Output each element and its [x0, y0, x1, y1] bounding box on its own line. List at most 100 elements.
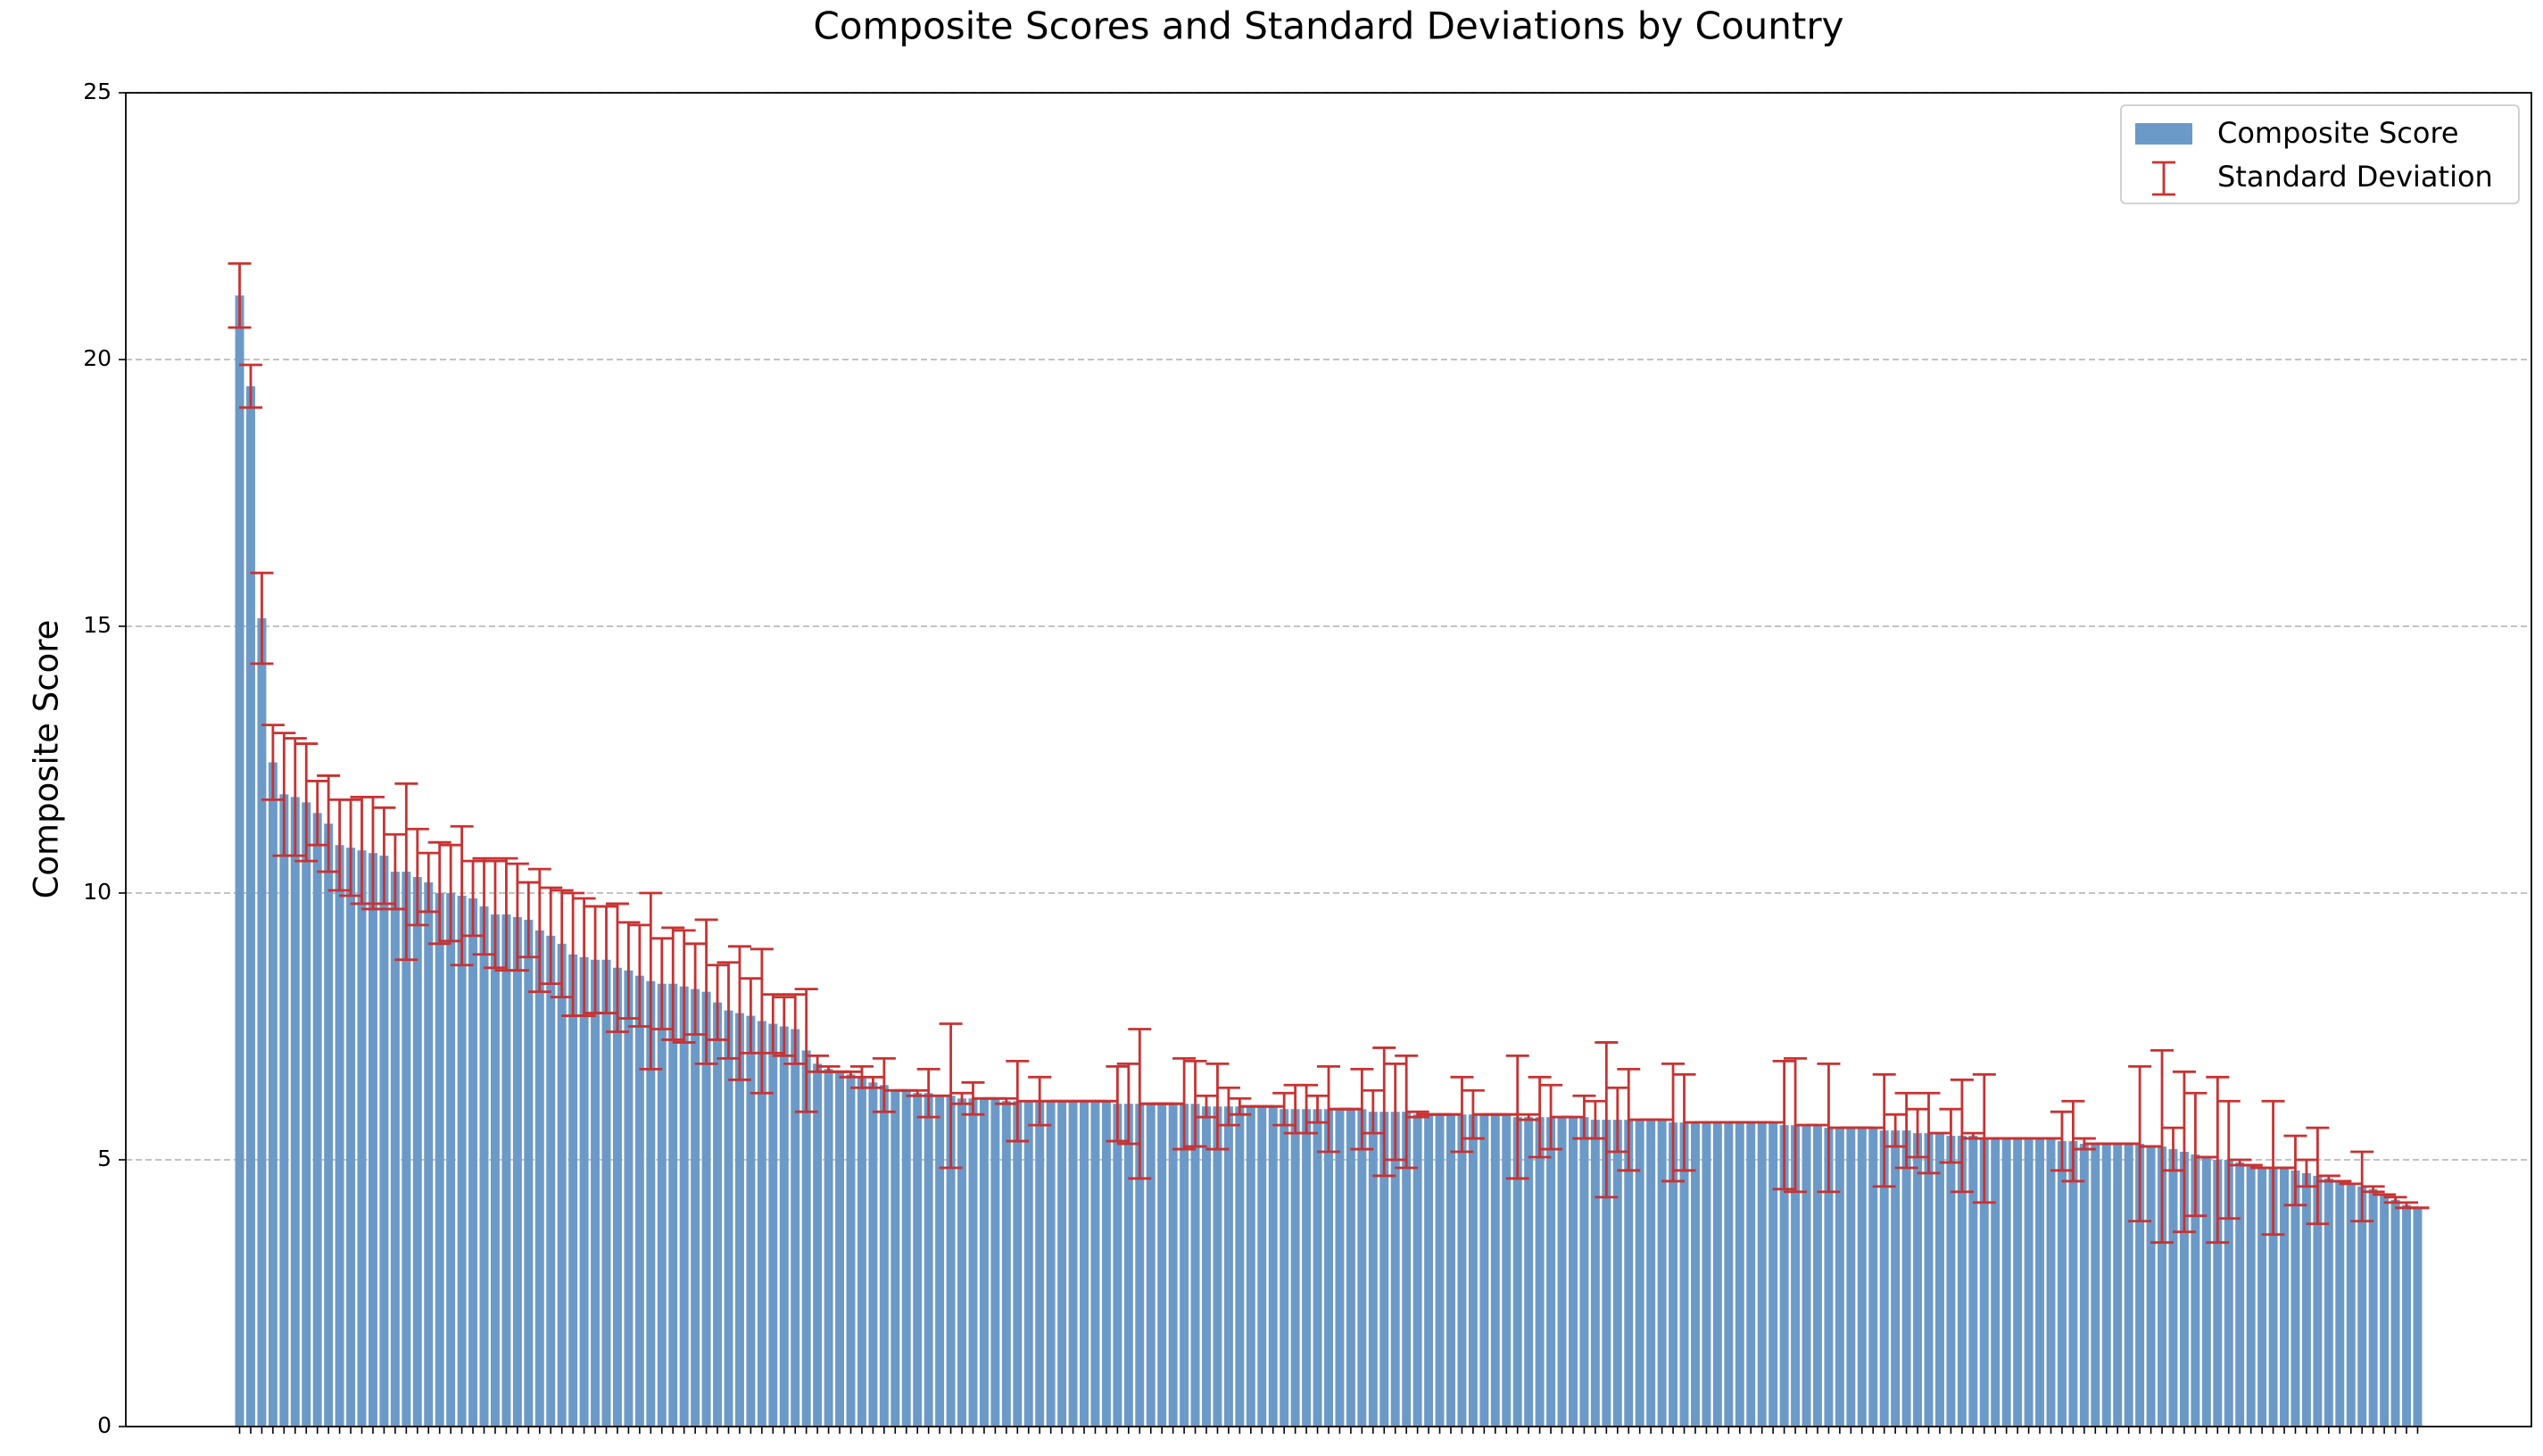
bar: [2213, 1160, 2223, 1427]
bar: [890, 1090, 900, 1427]
bar: [1991, 1138, 2000, 1427]
bar: [2235, 1162, 2245, 1427]
bar: [2313, 1175, 2323, 1427]
bar: [1457, 1114, 1467, 1427]
bar: [1757, 1122, 1767, 1427]
bar: [1090, 1101, 1100, 1427]
bar: [2413, 1207, 2423, 1427]
bar: [235, 295, 244, 1427]
bar: [935, 1096, 945, 1427]
bar: [657, 983, 667, 1427]
bar: [1290, 1109, 1300, 1427]
bar: [446, 893, 456, 1427]
bar: [279, 794, 289, 1427]
bar: [1724, 1122, 1734, 1427]
bar: [1535, 1117, 1545, 1427]
bar: [1968, 1136, 1978, 1427]
bar: [2323, 1178, 2333, 1427]
bar: [868, 1082, 878, 1427]
bar: [1913, 1133, 1923, 1427]
bar: [913, 1093, 923, 1427]
bar: [2290, 1170, 2300, 1427]
bar: [2158, 1146, 2167, 1427]
bar: [424, 882, 434, 1427]
bar: [1101, 1101, 1111, 1427]
bar: [357, 850, 367, 1427]
bar: [1812, 1125, 1822, 1427]
bar: [1280, 1109, 1289, 1427]
bar: [835, 1071, 845, 1427]
bar: [801, 1050, 811, 1427]
bar: [2091, 1144, 2100, 1427]
bar: [501, 914, 511, 1427]
bar: [1590, 1120, 1600, 1427]
bar: [335, 845, 344, 1427]
bar: [1479, 1114, 1489, 1427]
y-tick-label: 0: [97, 1412, 112, 1438]
bar: [2224, 1160, 2233, 1427]
bar: [2135, 1144, 2145, 1427]
bar: [1412, 1114, 1422, 1427]
bar: [1579, 1117, 1589, 1427]
bar: [2390, 1199, 2400, 1427]
bar: [1257, 1106, 1267, 1427]
bar: [979, 1098, 989, 1427]
bar: [713, 1002, 723, 1427]
legend-label: Standard Deviation: [2217, 160, 2493, 194]
y-tick-label: 10: [83, 879, 112, 905]
bar: [302, 802, 311, 1427]
bar: [368, 853, 377, 1427]
bar: [2346, 1183, 2356, 1427]
bar: [1080, 1101, 1089, 1427]
bar: [879, 1085, 889, 1427]
bar: [534, 930, 544, 1427]
bar: [1891, 1130, 1901, 1427]
bar: [1335, 1109, 1345, 1427]
bar: [946, 1096, 956, 1427]
bar: [2357, 1186, 2367, 1427]
bar: [2113, 1144, 2123, 1427]
bar: [824, 1069, 833, 1427]
bar: [268, 762, 277, 1427]
bar: [1001, 1101, 1011, 1427]
bar: [1213, 1106, 1222, 1427]
bar: [1769, 1122, 1778, 1427]
bar: [2168, 1149, 2178, 1427]
bar: [1868, 1128, 1878, 1427]
bar: [624, 970, 634, 1427]
bar: [1946, 1136, 1956, 1427]
bar: [1146, 1104, 1156, 1427]
bar: [724, 1010, 733, 1427]
bar: [2057, 1141, 2067, 1427]
bar: [1157, 1104, 1167, 1427]
bar: [768, 1023, 778, 1427]
bar: [479, 906, 489, 1427]
bar: [857, 1077, 866, 1427]
bar: [1180, 1104, 1189, 1427]
legend-swatch: [2135, 123, 2192, 145]
bar: [746, 1015, 756, 1427]
bar: [601, 959, 611, 1427]
bar: [1879, 1130, 1889, 1427]
bar: [245, 385, 255, 1427]
bar: [1524, 1117, 1534, 1427]
bar: [1746, 1122, 1756, 1427]
bar: [1123, 1104, 1133, 1427]
bar: [1424, 1114, 1434, 1427]
bar: [1546, 1117, 1556, 1427]
bar: [346, 848, 356, 1427]
bar: [1635, 1120, 1644, 1427]
bar: [1202, 1106, 1211, 1427]
bar: [1824, 1128, 1834, 1427]
bar: [1379, 1112, 1389, 1427]
bar: [2024, 1138, 2034, 1427]
bar: [1490, 1114, 1500, 1427]
bar: [1246, 1106, 1255, 1427]
bar: [1446, 1114, 1455, 1427]
bar: [2368, 1188, 2378, 1427]
legend-box: [2120, 104, 2520, 204]
bar: [1735, 1122, 1744, 1427]
bar: [1779, 1125, 1789, 1427]
bar: [1168, 1104, 1178, 1427]
